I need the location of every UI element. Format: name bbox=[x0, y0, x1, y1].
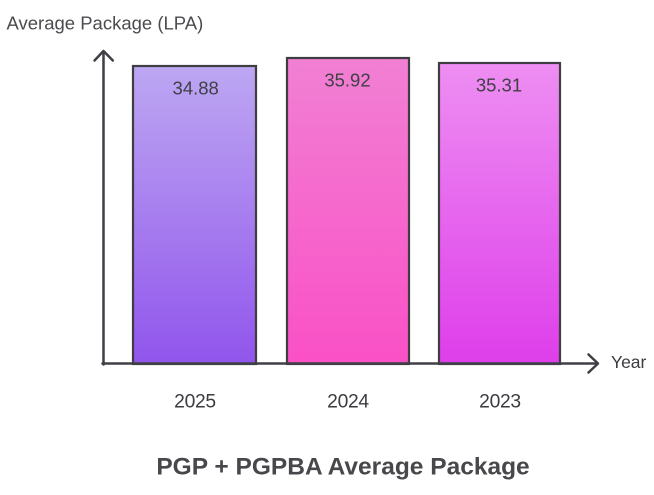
svg-text:2023: 2023 bbox=[479, 392, 521, 413]
svg-text:35.31: 35.31 bbox=[476, 75, 522, 96]
svg-text:Year: Year bbox=[611, 352, 647, 372]
svg-text:2024: 2024 bbox=[327, 392, 369, 413]
svg-text:2025: 2025 bbox=[174, 392, 216, 413]
svg-text:34.88: 34.88 bbox=[173, 78, 219, 99]
svg-text:35.92: 35.92 bbox=[324, 70, 370, 91]
svg-text:Average Package (LPA): Average Package (LPA) bbox=[7, 13, 204, 34]
svg-text:PGP + PGPBA Average Package: PGP + PGPBA Average Package bbox=[156, 454, 529, 481]
